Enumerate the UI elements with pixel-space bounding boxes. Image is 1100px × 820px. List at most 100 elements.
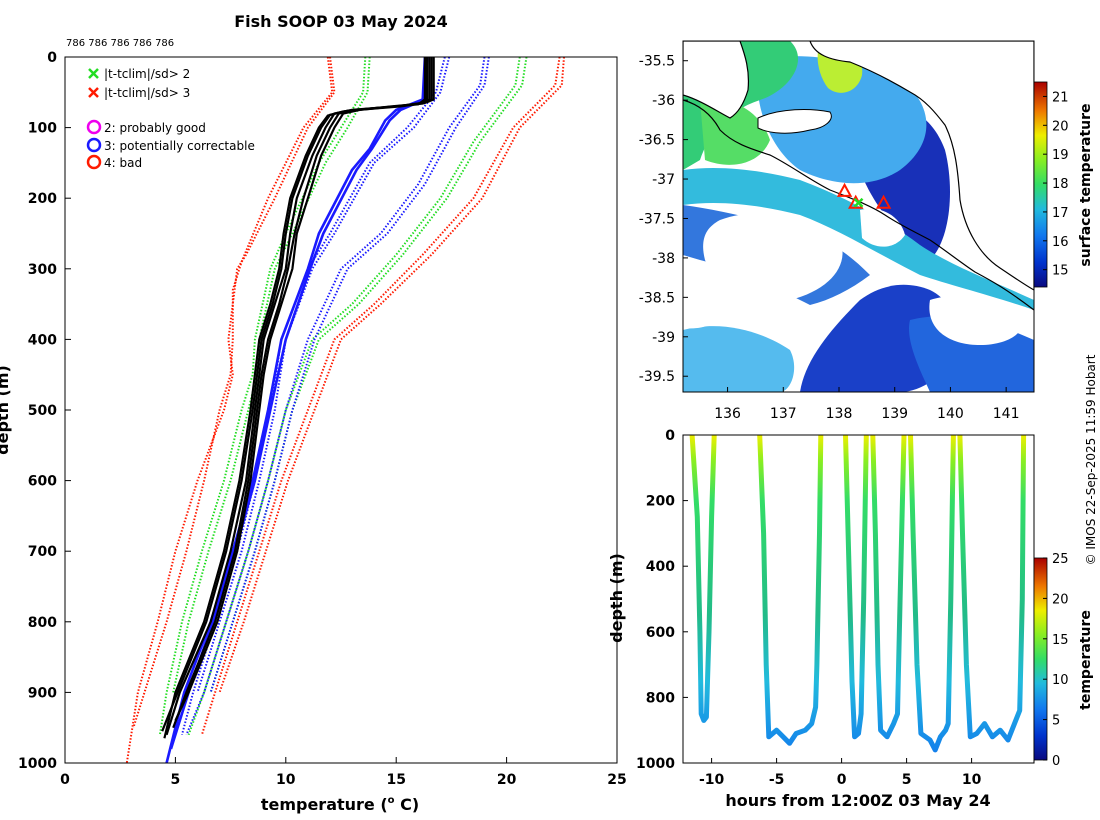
t-cb-tick-label: 25 (1052, 552, 1069, 567)
sst-cb-tick-label: 20 (1052, 119, 1069, 134)
t-cb-tick-label: 5 (1052, 714, 1060, 729)
profile-legend: |t-tclim|/sd> 2 |t-tclim|/sd> 3 2: proba… (86, 67, 255, 170)
copyright-note: © IMOS 22-Sep-2025 11:59 Hobart (1084, 354, 1098, 565)
section-xtick-label: -5 (769, 772, 785, 788)
sst-colorbar-label: surface temperature (1078, 103, 1094, 266)
section-ytick-label: 800 (646, 690, 675, 706)
legend-marker-green-x (88, 68, 99, 79)
map-ytick-label: -39.5 (639, 369, 675, 385)
map-drop-triangle (875, 194, 892, 209)
legend-label-probably-good: 2: probably good (104, 121, 206, 135)
map-ytick-label: -39 (652, 330, 675, 346)
profile-ytick-label: 100 (28, 121, 57, 137)
map-drop-triangle (836, 182, 853, 197)
t-cb-tick-label: 20 (1052, 592, 1069, 607)
profile-ticks: 0 5 10 15 20 25 0 100 200 300 400 500 600 700 800 900 10… (18, 50, 627, 788)
temperature-colorbar-ticks: 0 5 10 15 20 25 (1043, 552, 1069, 769)
profile-xtick-label: 0 (60, 772, 70, 788)
profile-ylabel: depth (m) (0, 365, 12, 455)
sst-region-coast-cyan (683, 168, 1034, 310)
t-cb-tick-label: 10 (1052, 673, 1069, 688)
profile-xlabel: temperature (o C) (261, 795, 419, 814)
profile-line-black-5 (163, 57, 426, 739)
section-ytick-label: 200 (646, 494, 675, 510)
section-cast-1 (689, 435, 717, 723)
t-cb-tick-label: 15 (1052, 633, 1069, 648)
temperature-colorbar-label: temperature (1078, 610, 1094, 710)
profile-line-blue-right-b (209, 57, 490, 693)
land-mainland-peninsula (809, 41, 1034, 291)
profile-xtick-label: 15 (386, 772, 405, 788)
map-ytick-label: -37 (652, 172, 675, 188)
cloud-mask-3 (683, 288, 725, 329)
sst-region-deep-south (800, 284, 957, 392)
map-ytick-label: -38 (652, 251, 675, 267)
profile-ytick-label: 200 (28, 191, 57, 207)
map-panel: 136 137 138 139 140 141 -35.5 -36 -36.5 -37 -37.5 -… (639, 40, 1094, 422)
profile-xtick-label: 10 (276, 772, 296, 788)
legend-label-sd2: |t-tclim|/sd> 2 (104, 67, 190, 81)
map-ytick-label: -38.5 (639, 290, 675, 306)
profile-ytick-label: 600 (28, 474, 57, 490)
sst-cb-tick-label: 15 (1052, 264, 1069, 279)
legend-label-potentially-correctable: 3: potentially correctable (104, 139, 255, 153)
section-xtick-label: -10 (699, 772, 725, 788)
platform-ids: 786 786 786 786 786 (66, 38, 174, 49)
map-ytick-label: -37.5 (639, 211, 675, 227)
section-xlabel: hours from 12:00Z 03 May 24 (725, 791, 990, 810)
profile-line-blue-solid-b (169, 57, 429, 750)
map-xtick-label: 139 (881, 406, 908, 422)
section-ylabel: depth (m) (607, 553, 626, 643)
profile-ytick-label: 500 (28, 403, 57, 419)
profile-xtick-label: 25 (607, 772, 626, 788)
map-xtick-label: 141 (993, 406, 1020, 422)
section-cast-5 (908, 435, 956, 753)
cloud-mask-1 (703, 212, 843, 301)
legend-marker-red-x (88, 87, 99, 98)
sst-region-southwest-cyan (683, 326, 795, 392)
profile-line-red-right-a (200, 57, 561, 736)
section-plot-area (683, 435, 1034, 763)
profile-plot-area (65, 57, 617, 763)
legend-marker-magenta-circle (86, 119, 102, 135)
section-xtick-label: 5 (902, 772, 912, 788)
sst-cb-tick-label: 16 (1052, 235, 1069, 250)
profile-series-group (125, 57, 565, 763)
profile-ytick-label: 0 (47, 50, 57, 66)
section-ytick-label: 400 (646, 559, 675, 575)
section-xtick-label: 0 (837, 772, 847, 788)
profile-line-green-right-b (209, 57, 528, 693)
profile-ytick-label: 900 (28, 685, 57, 701)
section-ytick-label: 0 (665, 428, 675, 444)
profile-xtick-label: 5 (171, 772, 181, 788)
map-xtick-label: 138 (826, 406, 853, 422)
map-ytick-label: -36 (652, 93, 675, 109)
sst-colorbar-ticks: 15 16 17 18 19 20 21 (1043, 90, 1069, 279)
section-ytick-label: 600 (646, 625, 675, 641)
profile-panel: 0 5 10 15 20 25 0 100 200 300 400 500 600 700 800 900 10… (0, 50, 627, 814)
cloud-mask-2 (929, 295, 1023, 345)
profile-line-red-right-b (218, 57, 565, 693)
profile-line-green-right-a (187, 57, 521, 736)
section-casts-group (689, 435, 1027, 753)
legend-marker-blue-circle (86, 137, 102, 153)
chart-title: Fish SOOP 03 May 2024 (234, 12, 448, 31)
profile-line-green-left-a (158, 57, 367, 735)
map-xtick-label: 137 (770, 406, 797, 422)
sst-colorbar (1033, 81, 1048, 288)
cloud-mask-4 (860, 208, 905, 247)
section-xtick-label: 10 (962, 772, 982, 788)
t-cb-tick-label: 0 (1052, 754, 1060, 769)
section-ytick-label: 1000 (636, 756, 675, 772)
map-xtick-label: 136 (714, 406, 741, 422)
profile-xtick-label: 20 (497, 772, 517, 788)
profile-ytick-label: 400 (28, 332, 57, 348)
map-drop-markers (836, 182, 892, 209)
map-ytick-label: -36.5 (639, 133, 675, 149)
section-cast-4 (870, 435, 907, 740)
map-drop-x (853, 197, 864, 208)
sst-cb-tick-label: 17 (1052, 206, 1069, 221)
map-ticks: 136 137 138 139 140 141 -35.5 -36 -36.5 -37 -37.5 -… (639, 54, 1020, 422)
profile-ytick-label: 800 (28, 615, 57, 631)
